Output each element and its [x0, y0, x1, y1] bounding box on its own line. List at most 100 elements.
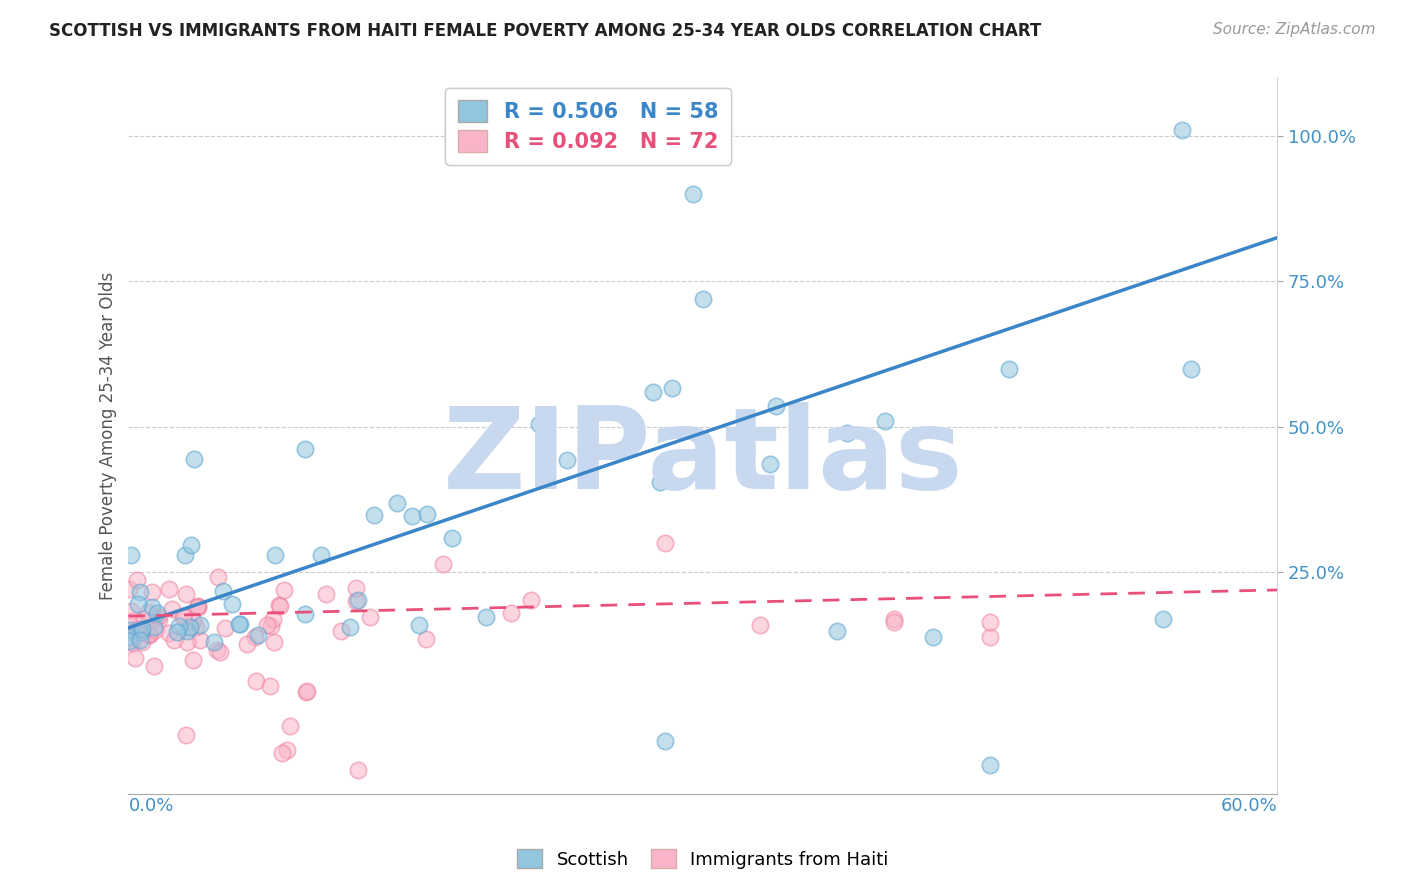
Text: Source: ZipAtlas.com: Source: ZipAtlas.com [1212, 22, 1375, 37]
Point [347, 764, 370, 778]
Text: SCOTTISH VS IMMIGRANTS FROM HAITI FEMALE POVERTY AMONG 25-34 YEAR OLDS CORRELATI: SCOTTISH VS IMMIGRANTS FROM HAITI FEMALE… [49, 22, 1042, 40]
Point [276, 743, 298, 757]
Point [330, 624, 353, 638]
Point [270, 746, 292, 760]
Point [138, 627, 160, 641]
Point [295, 684, 318, 698]
Point [654, 734, 676, 748]
Point [921, 630, 943, 644]
Point [181, 615, 204, 629]
Point [141, 585, 163, 599]
Point [127, 597, 149, 611]
Point [160, 602, 183, 616]
Point [146, 606, 169, 620]
Y-axis label: Female Poverty Among 25-34 Year Olds: Female Poverty Among 25-34 Year Olds [100, 271, 117, 599]
Point [121, 636, 143, 650]
Point [205, 643, 228, 657]
Point [654, 536, 676, 550]
Point [121, 614, 143, 628]
Point [243, 630, 266, 644]
Point [1170, 123, 1192, 137]
Point [125, 573, 148, 587]
Point [267, 598, 290, 612]
Point [1180, 361, 1202, 376]
Point [143, 624, 166, 638]
Point [315, 586, 337, 600]
Point [339, 620, 361, 634]
Point [648, 475, 671, 489]
Point [127, 623, 149, 637]
Point [229, 617, 252, 632]
Point [180, 538, 202, 552]
Point [176, 624, 198, 638]
Point [173, 548, 195, 562]
Point [260, 618, 283, 632]
Point [309, 548, 332, 562]
Point [264, 548, 287, 562]
Point [758, 457, 780, 471]
Point [873, 414, 896, 428]
Point [128, 632, 150, 647]
Point [735, 441, 758, 455]
Point [979, 757, 1001, 772]
Point [295, 685, 318, 699]
Point [262, 612, 284, 626]
Point [263, 635, 285, 649]
Text: 0.0%: 0.0% [128, 797, 174, 814]
Point [120, 604, 142, 618]
Point [765, 399, 787, 413]
Point [172, 610, 194, 624]
Point [173, 609, 195, 624]
Point [835, 425, 858, 440]
Point [181, 652, 204, 666]
Point [347, 593, 370, 607]
Point [641, 385, 664, 400]
Point [278, 719, 301, 733]
Point [174, 728, 197, 742]
Point [228, 617, 250, 632]
Point [118, 624, 141, 638]
Point [143, 620, 166, 634]
Point [256, 617, 278, 632]
Point [664, 146, 686, 161]
Point [1152, 612, 1174, 626]
Point [118, 632, 141, 647]
Point [501, 606, 523, 620]
Legend: Scottish, Immigrants from Haiti: Scottish, Immigrants from Haiti [510, 842, 896, 876]
Text: ZIPatlas: ZIPatlas [443, 401, 963, 513]
Point [883, 615, 905, 629]
Point [682, 186, 704, 201]
Point [294, 442, 316, 457]
Point [236, 637, 259, 651]
Point [142, 658, 165, 673]
Point [214, 621, 236, 635]
Point [157, 582, 180, 597]
Point [188, 632, 211, 647]
Point [415, 632, 437, 646]
Point [221, 597, 243, 611]
Point [176, 635, 198, 649]
Point [408, 617, 430, 632]
Point [163, 632, 186, 647]
Point [120, 548, 142, 562]
Point [157, 626, 180, 640]
Point [555, 453, 578, 467]
Point [520, 593, 543, 607]
Point [131, 634, 153, 648]
Point [148, 609, 170, 624]
Point [661, 381, 683, 395]
Point [692, 292, 714, 306]
Point [118, 582, 141, 597]
Point [138, 626, 160, 640]
Point [209, 645, 232, 659]
Point [475, 609, 498, 624]
Point [207, 570, 229, 584]
Point [247, 628, 270, 642]
Point [749, 618, 772, 632]
Point [998, 361, 1021, 376]
Point [184, 619, 207, 633]
Point [401, 509, 423, 524]
Point [212, 583, 235, 598]
Point [416, 508, 439, 522]
Point [179, 619, 201, 633]
